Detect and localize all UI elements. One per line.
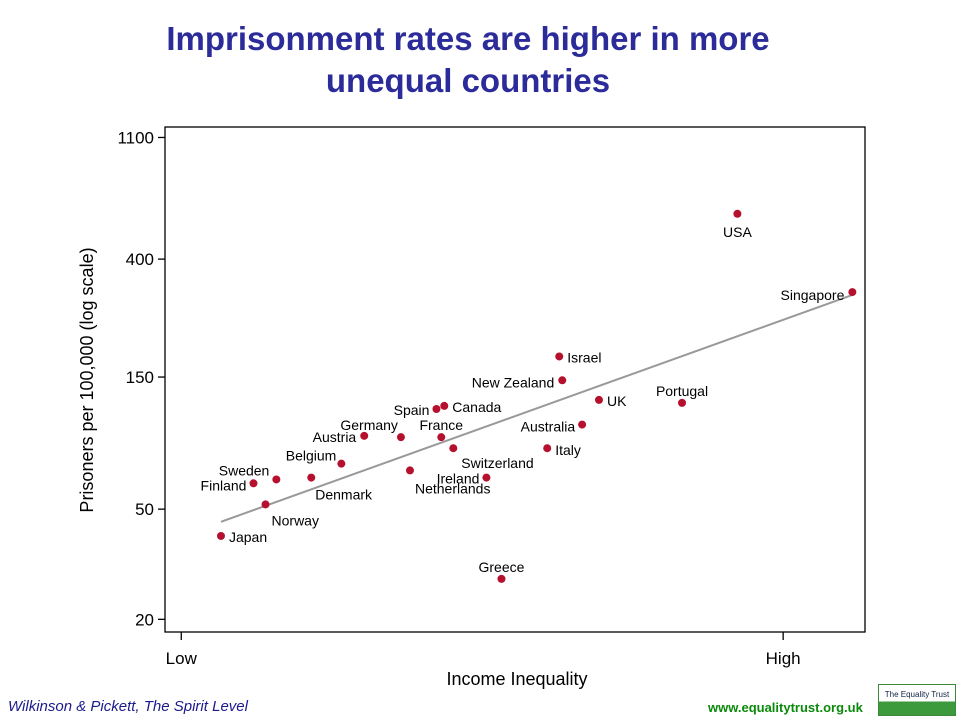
y-tick-label: 50 <box>135 500 154 519</box>
data-point <box>272 475 281 484</box>
point-label: Denmark <box>315 487 373 503</box>
data-point <box>555 352 564 361</box>
point-label: Belgium <box>286 448 337 464</box>
point-label: Finland <box>201 477 247 493</box>
data-point <box>733 209 742 218</box>
data-point <box>216 531 225 540</box>
data-point <box>543 444 552 453</box>
point-label: USA <box>723 224 752 240</box>
data-point <box>261 500 270 509</box>
data-point <box>396 433 405 442</box>
point-label: New Zealand <box>472 374 555 390</box>
point-label: Italy <box>555 442 581 458</box>
data-point <box>249 479 258 488</box>
point-label: Israel <box>567 349 601 365</box>
point-label: Ireland <box>437 471 480 487</box>
point-label: Japan <box>229 529 267 545</box>
data-point <box>578 420 587 429</box>
data-point <box>449 444 458 453</box>
point-label: Singapore <box>781 287 845 303</box>
data-point <box>432 404 441 413</box>
plot-frame <box>164 126 866 633</box>
data-point <box>594 395 603 404</box>
x-tick-label: Low <box>166 649 198 668</box>
point-label: Canada <box>452 399 501 415</box>
data-point <box>558 376 567 385</box>
x-tick-label: High <box>766 649 801 668</box>
point-label: Greece <box>478 559 524 575</box>
data-point <box>497 574 506 583</box>
point-label: Norway <box>272 512 319 528</box>
point-label: Sweden <box>219 462 270 478</box>
point-label: Austria <box>313 429 357 445</box>
x-axis-label: Income Inequality <box>446 669 587 689</box>
data-point <box>437 433 446 442</box>
data-point <box>440 401 449 410</box>
y-tick-label: 150 <box>126 368 154 387</box>
data-point <box>848 288 857 297</box>
y-axis-label: Prisoners per 100,000 (log scale) <box>77 247 97 512</box>
point-label: Switzerland <box>461 455 533 471</box>
y-tick-label: 1100 <box>117 128 154 147</box>
data-point <box>405 466 414 475</box>
data-point <box>482 473 491 482</box>
website: www.equalitytrust.org.uk <box>708 700 863 715</box>
point-label: Portugal <box>656 383 708 399</box>
point-label: Netherlands <box>415 480 491 496</box>
point-label: Spain <box>394 402 430 418</box>
data-point <box>307 473 316 482</box>
point-label: UK <box>607 393 627 409</box>
y-tick-label: 400 <box>126 250 154 269</box>
point-label: Australia <box>521 419 576 435</box>
chart-title: Imprisonment rates are higher in more un… <box>166 20 770 99</box>
point-label: Germany <box>340 417 398 433</box>
data-point <box>360 431 369 440</box>
data-point <box>337 459 346 468</box>
point-label: France <box>419 417 463 433</box>
y-tick-label: 20 <box>135 610 154 629</box>
source-note: Wilkinson & Pickett, The Spirit Level <box>8 698 248 715</box>
data-point <box>678 398 687 407</box>
trend-line <box>220 293 853 523</box>
logo: The Equality Trust <box>878 684 956 716</box>
